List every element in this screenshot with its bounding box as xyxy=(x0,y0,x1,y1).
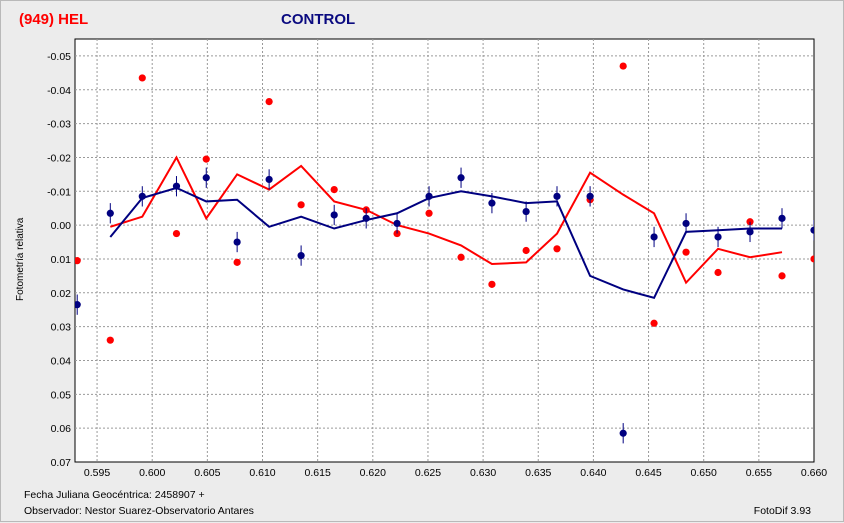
red-data-point xyxy=(810,255,814,263)
x-tick-label: 0.595 xyxy=(84,467,110,479)
y-tick-label: 0.03 xyxy=(51,322,72,334)
x-tick-label: 0.650 xyxy=(691,467,717,479)
red-data-point xyxy=(457,253,465,261)
blue-data-point xyxy=(233,238,241,246)
blue-data-point xyxy=(682,219,690,228)
software-label: FotoDif 3.93 xyxy=(753,505,811,517)
red-data-point xyxy=(138,74,146,82)
x-tick-label: 0.625 xyxy=(415,467,441,479)
blue-data-point xyxy=(393,219,401,228)
blue-data-point xyxy=(488,199,496,207)
blue-data-point xyxy=(202,174,210,182)
y-tick-label: 0.04 xyxy=(51,355,72,367)
red-data-point xyxy=(778,272,786,280)
grid-lines xyxy=(75,39,814,462)
data-layer xyxy=(75,62,814,444)
y-tick-label: -0.04 xyxy=(47,85,71,97)
red-data-point xyxy=(650,319,658,327)
blue-data-point xyxy=(522,207,530,216)
red-data-point xyxy=(714,268,722,277)
red-data-point xyxy=(488,280,496,288)
blue-data-point xyxy=(425,192,433,200)
blue-data-point xyxy=(553,192,561,200)
x-tick-label: 0.620 xyxy=(360,467,386,479)
blue-data-point xyxy=(619,429,627,437)
blue-data-point xyxy=(265,175,273,184)
blue-data-point xyxy=(810,226,814,234)
y-tick-label: 0.05 xyxy=(51,389,72,401)
blue-data-point xyxy=(297,251,305,260)
blue-data-point xyxy=(746,228,754,236)
x-tick-label: 0.610 xyxy=(249,467,275,479)
x-tick-label: 0.605 xyxy=(194,467,220,479)
red-data-point xyxy=(330,185,338,194)
red-data-point xyxy=(202,155,210,163)
y-tick-label: -0.05 xyxy=(47,51,71,63)
control-title: CONTROL xyxy=(281,11,356,28)
x-tick-label: 0.630 xyxy=(470,467,496,479)
y-tick-label: 0.06 xyxy=(51,423,72,435)
blue-line xyxy=(109,186,783,300)
blue-data-point xyxy=(586,192,594,200)
blue-data-point xyxy=(457,174,465,182)
red-data-point xyxy=(233,258,241,266)
blue-data-point xyxy=(714,233,722,241)
x-tick-label: 0.660 xyxy=(801,467,827,479)
x-tick-label: 0.640 xyxy=(580,467,606,479)
red-data-point xyxy=(172,229,181,238)
red-data-point xyxy=(265,98,273,106)
y-tick-label: 0.02 xyxy=(51,288,72,300)
x-tick-label: 0.615 xyxy=(305,467,331,479)
red-data-point xyxy=(75,257,81,265)
x-tick-label: 0.655 xyxy=(746,467,772,479)
x-tick-label: 0.600 xyxy=(139,467,165,479)
target-title: (949) HEL xyxy=(19,11,89,28)
red-data-point xyxy=(106,336,114,344)
y-tick-label: -0.02 xyxy=(47,152,71,164)
blue-data-point xyxy=(650,233,658,241)
blue-data-point xyxy=(106,209,114,217)
red-line xyxy=(109,155,783,285)
y-tick-label: 0.07 xyxy=(51,457,72,469)
blue-data-point xyxy=(172,182,181,190)
red-data-point xyxy=(425,209,433,217)
red-data-point xyxy=(682,248,690,256)
y-tick-label: -0.01 xyxy=(47,186,71,198)
blue-data-point xyxy=(362,214,370,222)
julian-date-label: Fecha Juliana Geocéntrica: 2458907 + xyxy=(24,489,205,501)
red-data-point xyxy=(522,246,530,255)
plot-area xyxy=(74,38,815,463)
blue-data-point xyxy=(778,214,786,222)
x-tick-label: 0.635 xyxy=(525,467,551,479)
observer-label: Observador: Nestor Suarez-Observatorio A… xyxy=(24,505,254,517)
red-data-point xyxy=(553,245,561,253)
y-tick-label: 0.00 xyxy=(51,220,72,232)
blue-data-point xyxy=(138,192,146,200)
blue-data-point xyxy=(75,301,81,309)
red-data-point xyxy=(619,62,627,70)
y-tick-label: -0.03 xyxy=(47,119,71,131)
y-tick-label: 0.01 xyxy=(51,254,72,266)
red-data-point xyxy=(297,201,305,209)
x-tick-label: 0.645 xyxy=(635,467,661,479)
blue-data-point xyxy=(330,211,338,219)
